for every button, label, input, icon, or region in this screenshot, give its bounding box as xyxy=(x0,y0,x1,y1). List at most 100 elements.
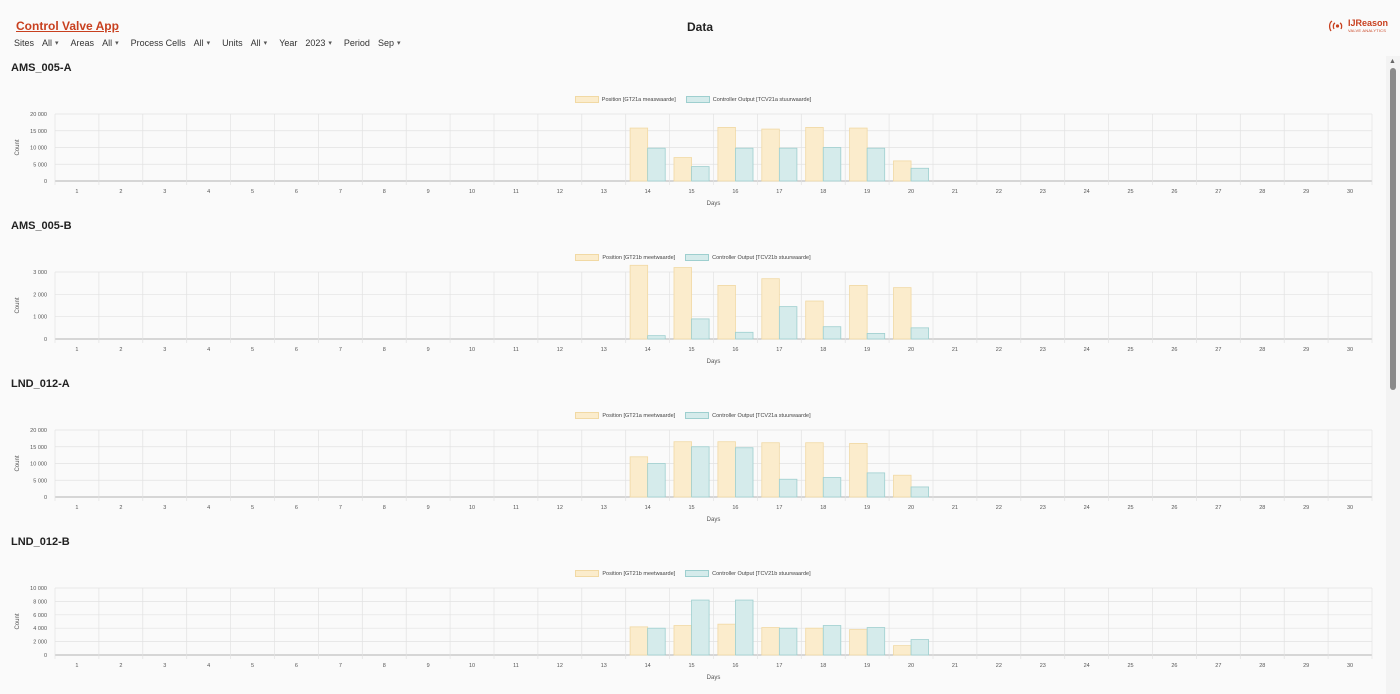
legend-item-controller-output[interactable]: Controller Output [TCV21a stuurwaarde] xyxy=(685,412,811,419)
x-tick-label: 20 xyxy=(908,505,914,511)
x-tick-label: 25 xyxy=(1127,663,1133,669)
legend-item-position[interactable]: Position [GT21a measwaarde] xyxy=(574,96,676,103)
chart-title: LND_012-B xyxy=(11,536,70,548)
y-tick-label: 2 000 xyxy=(33,292,47,298)
process-cells-dropdown[interactable]: All ▾ xyxy=(194,38,211,48)
scroll-up-arrow-icon[interactable]: ▲ xyxy=(1389,58,1396,65)
position-bar xyxy=(849,629,868,656)
position-bar xyxy=(893,474,912,498)
areas-dropdown[interactable]: All ▾ xyxy=(102,38,119,48)
filter-value: 2023 xyxy=(305,38,326,48)
filter-value: All xyxy=(193,38,204,48)
controller-output-bar xyxy=(735,447,754,498)
x-tick-label: 9 xyxy=(427,347,430,353)
x-tick-label: 5 xyxy=(251,189,254,195)
x-tick-label: 19 xyxy=(864,347,870,353)
y-tick-label: 5 000 xyxy=(33,162,47,168)
legend-item-position[interactable]: Position [GT21b meetwaarde] xyxy=(575,570,675,577)
legend-swatch xyxy=(575,570,600,577)
controller-output-bar xyxy=(735,599,754,656)
x-tick-label: 30 xyxy=(1347,347,1353,353)
legend-item-controller-output[interactable]: Controller Output [TCV21a stuurwaarde] xyxy=(685,96,811,103)
x-tick-label: 9 xyxy=(427,663,430,669)
chart-title: AMS_005-B xyxy=(11,220,72,232)
app-title-link[interactable]: Control Valve App xyxy=(16,19,119,33)
x-tick-label: 20 xyxy=(908,189,914,195)
x-tick-label: 21 xyxy=(952,505,958,511)
legend-label: Controller Output [TCV21b stuurwaarde] xyxy=(712,570,811,577)
x-tick-label: 8 xyxy=(383,189,386,195)
chart-legend: Position [GT21a measwaarde] Controller O… xyxy=(0,96,1386,103)
x-tick-label: 22 xyxy=(996,663,1002,669)
x-tick-label: 9 xyxy=(427,505,430,511)
x-tick-label: 13 xyxy=(601,347,607,353)
x-tick-label: 18 xyxy=(820,189,826,195)
y-tick-label: 10 000 xyxy=(30,586,47,592)
x-tick-label: 28 xyxy=(1259,347,1265,353)
controller-output-bar xyxy=(647,335,666,340)
legend-label: Position [GT21b meetwaarde] xyxy=(602,254,676,261)
chevron-down-icon: ▾ xyxy=(206,40,211,47)
x-tick-label: 2 xyxy=(119,505,122,511)
x-tick-label: 11 xyxy=(513,189,519,195)
chart-section: AMS_005-A Position [GT21a measwaarde] Co… xyxy=(0,56,1376,214)
controller-output-bar xyxy=(691,166,710,182)
year-dropdown[interactable]: 2023 ▾ xyxy=(305,38,332,48)
position-bar xyxy=(629,456,649,498)
y-tick-label: 10 000 xyxy=(30,462,47,468)
position-bar xyxy=(629,264,649,340)
x-tick-label: 27 xyxy=(1215,347,1221,353)
filter-bar: Sites All ▾ Areas All ▾ Process Cells All ▾… xyxy=(14,38,412,48)
y-tick-label: 20 000 xyxy=(30,428,47,434)
filter-process-cells: Process Cells All ▾ xyxy=(131,38,211,48)
y-tick-label: 3 000 xyxy=(33,270,47,276)
vertical-scrollbar[interactable]: ▲ xyxy=(1386,56,1400,694)
position-bar xyxy=(717,285,736,340)
position-bar xyxy=(761,128,780,182)
controller-output-bar xyxy=(822,326,842,340)
legend-item-position[interactable]: Position [GT21b meetwaarde] xyxy=(575,254,675,261)
position-bar xyxy=(673,625,692,656)
y-tick-label: 0 xyxy=(44,653,47,659)
position-bar xyxy=(673,157,692,182)
x-tick-label: 12 xyxy=(557,505,563,511)
x-tick-label: 14 xyxy=(645,347,651,353)
filter-label: Period xyxy=(343,38,370,48)
x-tick-label: 5 xyxy=(251,347,254,353)
x-tick-label: 13 xyxy=(601,505,607,511)
scrollbar-thumb[interactable] xyxy=(1390,68,1396,390)
filter-value: Sep xyxy=(377,38,394,48)
units-dropdown[interactable]: All ▾ xyxy=(251,38,268,48)
x-tick-label: 20 xyxy=(908,663,914,669)
x-tick-label: 23 xyxy=(1040,189,1046,195)
x-tick-label: 29 xyxy=(1303,505,1309,511)
controller-output-bar xyxy=(691,446,710,498)
controller-output-bar xyxy=(866,627,886,656)
x-tick-label: 18 xyxy=(820,347,826,353)
y-axis-label: Count xyxy=(15,297,21,313)
filter-label: Process Cells xyxy=(130,38,186,48)
x-tick-label: 9 xyxy=(427,189,430,195)
position-bar xyxy=(629,127,649,182)
x-tick-label: 12 xyxy=(557,663,563,669)
controller-output-bar xyxy=(822,477,842,498)
x-tick-label: 20 xyxy=(908,347,914,353)
legend-item-controller-output[interactable]: Controller Output [TCV21b stuurwaarde] xyxy=(685,570,811,577)
x-tick-label: 2 xyxy=(119,347,122,353)
legend-swatch xyxy=(575,254,600,261)
period-dropdown[interactable]: Sep ▾ xyxy=(378,38,401,48)
controller-output-bar xyxy=(778,306,798,340)
legend-item-controller-output[interactable]: Controller Output [TCV21b stuurwaarde] xyxy=(685,254,811,261)
legend-item-position[interactable]: Position [GT21a meetwaarde] xyxy=(575,412,675,419)
position-bar xyxy=(849,443,868,498)
x-tick-label: 15 xyxy=(688,663,694,669)
sites-dropdown[interactable]: All ▾ xyxy=(42,38,59,48)
y-tick-label: 5 000 xyxy=(33,478,47,484)
y-tick-label: 15 000 xyxy=(30,445,47,451)
controller-output-bar xyxy=(735,147,754,182)
x-tick-label: 4 xyxy=(207,663,210,669)
x-tick-label: 12 xyxy=(557,347,563,353)
x-tick-label: 8 xyxy=(383,663,386,669)
